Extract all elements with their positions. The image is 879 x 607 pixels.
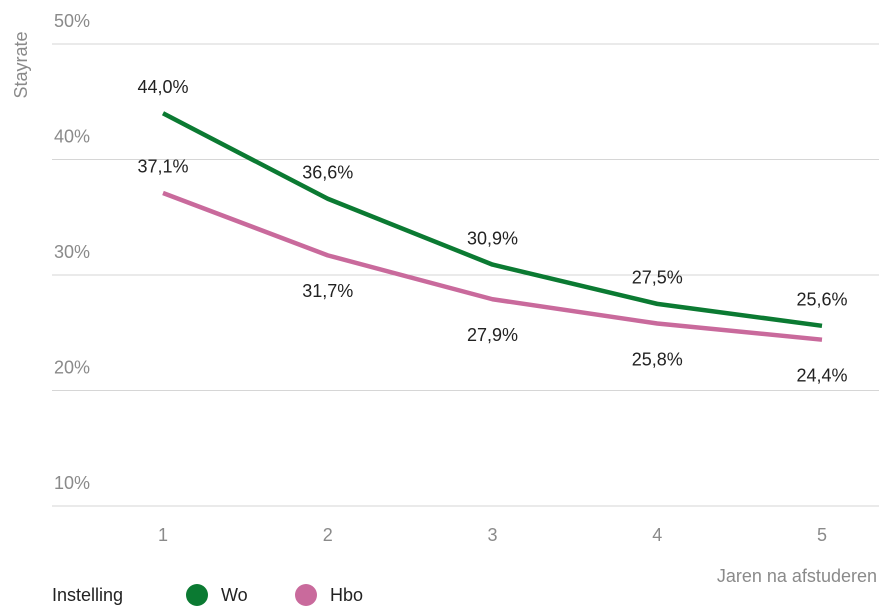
- data-label: 25,6%: [796, 290, 847, 310]
- legend-marker: [295, 584, 317, 606]
- line-series: [161, 111, 823, 329]
- data-label: 24,4%: [796, 365, 847, 385]
- data-label: 36,6%: [302, 163, 353, 183]
- data-label: 27,9%: [467, 325, 518, 345]
- data-label: 44,0%: [137, 77, 188, 97]
- data-label: 31,7%: [302, 281, 353, 301]
- x-tick-label: 1: [158, 525, 168, 545]
- data-label: 25,8%: [632, 349, 683, 369]
- y-axis-label: Stayrate: [11, 31, 31, 98]
- legend-label: Wo: [221, 585, 248, 605]
- x-tick-label: 2: [323, 525, 333, 545]
- data-label: 30,9%: [467, 228, 518, 248]
- data-label: 27,5%: [632, 268, 683, 288]
- y-tick-label: 10%: [54, 473, 90, 493]
- data-label: 37,1%: [137, 157, 188, 177]
- y-tick-label: 40%: [54, 126, 90, 146]
- y-tick-label: 30%: [54, 242, 90, 262]
- legend-title: Instelling: [52, 585, 123, 605]
- legend-label: Hbo: [330, 585, 363, 605]
- x-axis-label: Jaren na afstuderen: [717, 566, 877, 586]
- y-tick-label: 20%: [54, 357, 90, 377]
- y-tick-label: 50%: [54, 11, 90, 31]
- x-tick-label: 3: [487, 525, 497, 545]
- line-series: [162, 190, 823, 342]
- x-tick-label: 5: [817, 525, 827, 545]
- legend-marker: [186, 584, 208, 606]
- x-tick-label: 4: [652, 525, 662, 545]
